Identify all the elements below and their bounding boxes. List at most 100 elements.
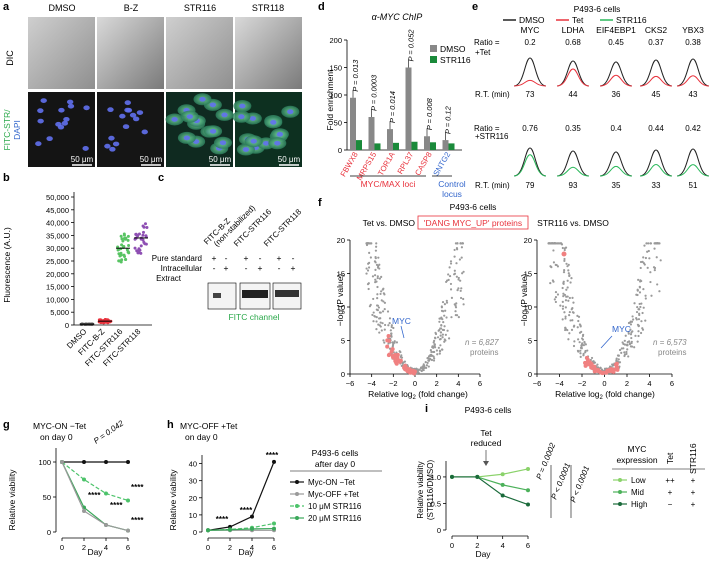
nucleus — [37, 118, 44, 124]
protein-point — [365, 272, 368, 275]
dic-image-2 — [97, 17, 164, 89]
protein-point — [373, 260, 377, 263]
data-point — [122, 237, 126, 241]
cond-label-4: STR118 — [252, 3, 284, 13]
protein-point — [391, 344, 395, 347]
series-point — [206, 528, 210, 533]
loci-label: MYC/MAX loci — [361, 179, 416, 189]
protein-point — [459, 289, 462, 292]
ytick-label: 10,000 — [46, 295, 69, 304]
gene-label: SNTG2 — [431, 151, 452, 178]
protein-point — [375, 304, 379, 307]
nucleus — [221, 112, 228, 118]
ratio-value: 0.44 — [648, 124, 664, 133]
myc-target-point — [584, 361, 589, 366]
panel-i-annotation: Tet — [480, 428, 492, 438]
protein-point — [441, 300, 445, 304]
protein-point — [548, 242, 551, 245]
legend-label: Myc-OFF +Tet — [308, 490, 360, 499]
protein-point — [553, 298, 556, 301]
panel-e-letter: e — [472, 1, 478, 13]
protein-point — [377, 306, 381, 309]
protein-point — [457, 278, 460, 281]
protein-point — [568, 310, 571, 314]
legend-marker — [295, 492, 299, 496]
protein-point — [562, 292, 565, 295]
ytick-label: 40,000 — [46, 219, 69, 228]
pval-label: P = 0.013 — [351, 59, 360, 92]
protein-point — [555, 263, 558, 267]
myc-target-point — [604, 370, 609, 375]
xtick-label: 2 — [625, 379, 629, 388]
nucleus — [119, 113, 126, 119]
nucleus — [250, 138, 257, 144]
protein-point — [655, 256, 658, 259]
protein-point — [455, 302, 458, 305]
protein-point — [440, 323, 443, 327]
panel-d-ylabel: Fold enrichment — [325, 69, 335, 131]
series-point — [126, 528, 130, 533]
xtick-label: −6 — [346, 379, 355, 388]
nucleus — [287, 109, 294, 115]
protein-point — [369, 256, 372, 259]
protein-point — [389, 329, 392, 332]
ratio-value: 0.35 — [565, 124, 581, 133]
protein-point — [374, 249, 378, 252]
ytick-label: 0 — [65, 321, 69, 330]
nucleus — [125, 107, 133, 113]
protein-point — [640, 320, 643, 323]
series-point — [82, 477, 86, 482]
protein-point — [637, 334, 640, 338]
bar-str116 — [448, 143, 455, 150]
panel-f-xlabel-left: Relative log2 (fold change) — [368, 389, 468, 401]
tet-arrowhead — [483, 461, 489, 466]
protein-point — [441, 336, 444, 339]
significance-stars: **** — [131, 483, 144, 492]
trace-dmso — [676, 148, 710, 177]
myc-target-point — [385, 344, 390, 349]
protein-point — [648, 257, 651, 260]
protein-point — [563, 269, 566, 272]
nucleus — [209, 102, 217, 108]
series-point — [272, 526, 276, 531]
series-line — [452, 476, 529, 506]
protein-point — [568, 296, 571, 300]
protein-point — [565, 262, 568, 265]
nucleus — [136, 110, 144, 116]
gene-label: RPL37 — [396, 151, 416, 176]
xtick-label: −2 — [389, 379, 398, 388]
series-point — [126, 460, 130, 464]
xtick-label: 2 — [435, 379, 439, 388]
protein-point — [383, 293, 386, 296]
protein-point — [439, 331, 442, 334]
nucleus — [219, 140, 227, 146]
protein-point — [376, 293, 379, 296]
nucleus — [270, 119, 277, 125]
protein-point — [566, 286, 569, 289]
protein-point — [633, 346, 636, 349]
myc-target-point — [386, 353, 391, 358]
protein-point — [384, 323, 387, 327]
xtick-label: 2 — [475, 541, 479, 550]
protein-point — [374, 256, 377, 260]
table-row-name: High — [631, 500, 647, 509]
protein-point — [642, 306, 645, 309]
protein-point — [639, 280, 642, 283]
protein-point — [445, 316, 448, 319]
protein-point — [627, 321, 631, 325]
protein-point — [563, 248, 566, 252]
xtick-label: 4 — [647, 379, 651, 388]
protein-point — [571, 296, 574, 299]
xtick-label: 6 — [478, 379, 482, 388]
protein-point — [577, 315, 581, 318]
protein-point — [566, 265, 569, 268]
protein-point — [426, 361, 429, 365]
protein-point — [380, 275, 383, 278]
myc-target-point — [584, 355, 589, 360]
protein-point — [454, 304, 457, 307]
series-point — [104, 460, 108, 464]
data-point — [142, 240, 146, 244]
nucleus — [112, 141, 120, 147]
panel-e-traces: 0.2 73 0.68 44 0.45 36 0.37 45 0.38 43 0.76 79 0.35 9… — [513, 38, 710, 190]
protein-point — [581, 338, 585, 341]
